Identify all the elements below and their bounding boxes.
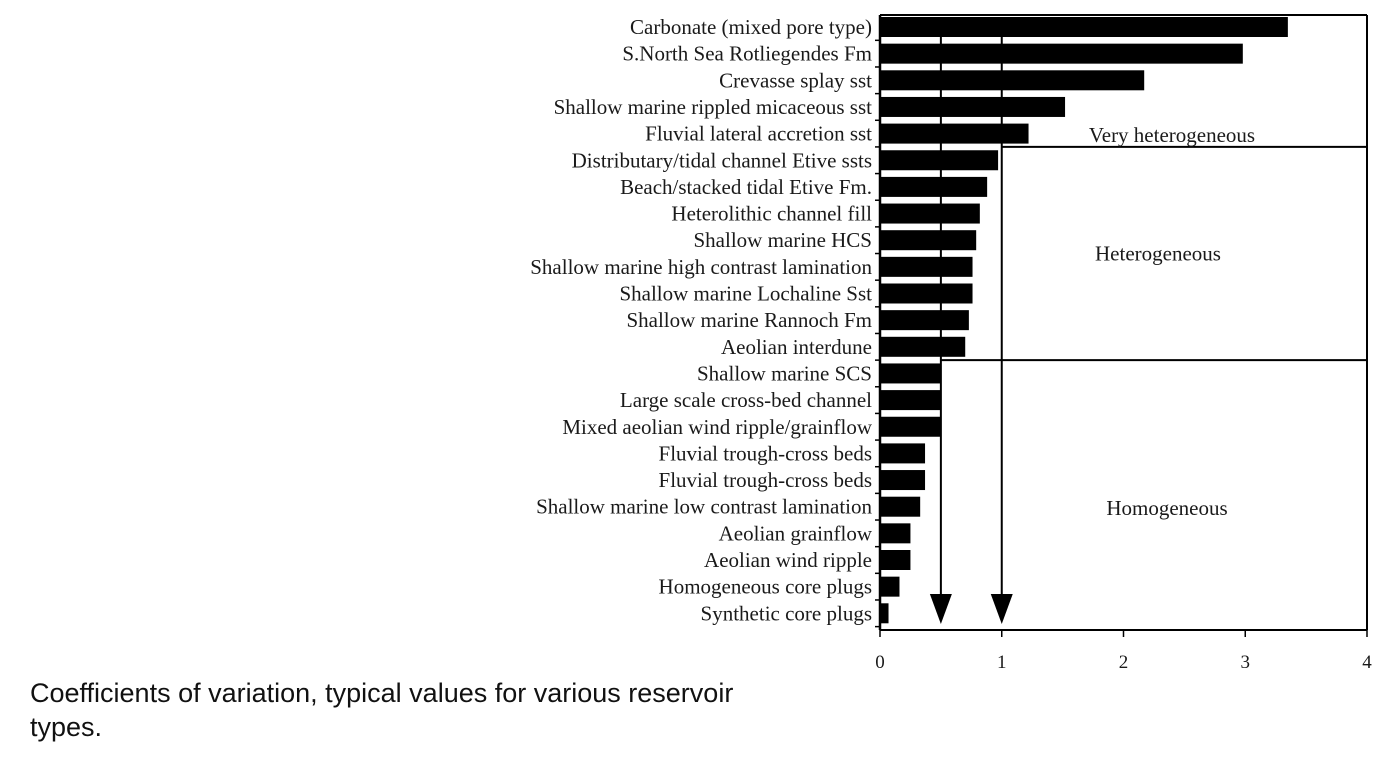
bar	[880, 576, 900, 597]
bar	[880, 310, 969, 331]
category-label: Aeolian grainflow	[719, 521, 873, 545]
category-label: Carbonate (mixed pore type)	[630, 15, 872, 39]
x-tick-label: 3	[1241, 652, 1251, 670]
category-label: Aeolian wind ripple	[704, 548, 872, 572]
cv-bar-chart: Carbonate (mixed pore type) S.North Sea R…	[530, 14, 1372, 670]
x-tick-label: 2	[1119, 652, 1129, 670]
bar	[880, 17, 1288, 37]
bars-group	[875, 17, 1288, 628]
figure-caption: Coefficients of variation, typical value…	[30, 678, 734, 742]
category-label: Shallow marine Lochaline Sst	[619, 282, 872, 306]
bar	[880, 283, 973, 304]
regions-group: Very heterogeneous Heterogeneous Homogeneo…	[940, 123, 1367, 520]
category-label: Homogeneous core plugs	[659, 575, 872, 599]
category-label: Mixed aeolian wind ripple/grainflow	[562, 415, 873, 439]
bar	[880, 390, 941, 411]
category-label: Shallow marine Rannoch Fm	[626, 308, 872, 332]
bar	[880, 123, 1029, 144]
threshold-arrow-head	[990, 594, 1013, 624]
region-label-homogeneous: Homogeneous	[1106, 496, 1227, 520]
category-label: Shallow marine low contrast lamination	[536, 495, 872, 519]
bar	[880, 43, 1243, 64]
category-label: Beach/stacked tidal Etive Fm.	[620, 175, 872, 199]
category-label: Crevasse splay sst	[719, 68, 872, 92]
region-label-heterogeneous: Heterogeneous	[1095, 242, 1221, 266]
bar	[880, 550, 911, 570]
x-axis-group: 01234CV	[875, 630, 1372, 670]
bar	[880, 70, 1145, 91]
bar	[880, 470, 926, 491]
bar	[880, 363, 941, 384]
bar	[880, 336, 966, 357]
category-labels-group: Carbonate (mixed pore type) S.North Sea R…	[530, 15, 873, 625]
category-label: Fluvial lateral accretion sst	[645, 122, 872, 146]
bar	[880, 150, 999, 171]
bar	[880, 496, 921, 517]
bar	[880, 523, 911, 544]
category-label: Shallow marine rippled micaceous sst	[554, 95, 873, 119]
category-label: Heterolithic channel fill	[671, 202, 872, 226]
category-label: Synthetic core plugs	[701, 601, 872, 625]
bar	[880, 96, 1066, 117]
category-label: Distributary/tidal channel Etive ssts	[572, 148, 872, 172]
bar	[880, 416, 941, 437]
category-label: Fluvial trough-cross beds	[659, 468, 872, 492]
bar	[880, 230, 977, 251]
bar	[880, 603, 889, 624]
category-label: Shallow marine SCS	[697, 361, 872, 385]
category-label: Fluvial trough-cross beds	[659, 441, 872, 465]
category-label: Large scale cross-bed channel	[620, 388, 872, 412]
bar	[880, 176, 988, 197]
bar	[880, 203, 980, 224]
bar	[880, 443, 926, 464]
threshold-arrow-head	[929, 594, 952, 624]
category-label: Shallow marine high contrast lamination	[530, 255, 872, 279]
category-label: Aeolian interdune	[721, 335, 872, 359]
region-label-very-heterogeneous: Very heterogeneous	[1089, 123, 1255, 147]
x-tick-label: 1	[997, 652, 1007, 670]
category-label: Shallow marine HCS	[694, 228, 873, 252]
x-tick-label: 0	[875, 652, 885, 670]
bar	[880, 256, 973, 277]
x-tick-label: 4	[1362, 652, 1372, 670]
arrows-group	[929, 37, 1013, 624]
category-label: S.North Sea Rotliegendes Fm	[622, 42, 872, 66]
